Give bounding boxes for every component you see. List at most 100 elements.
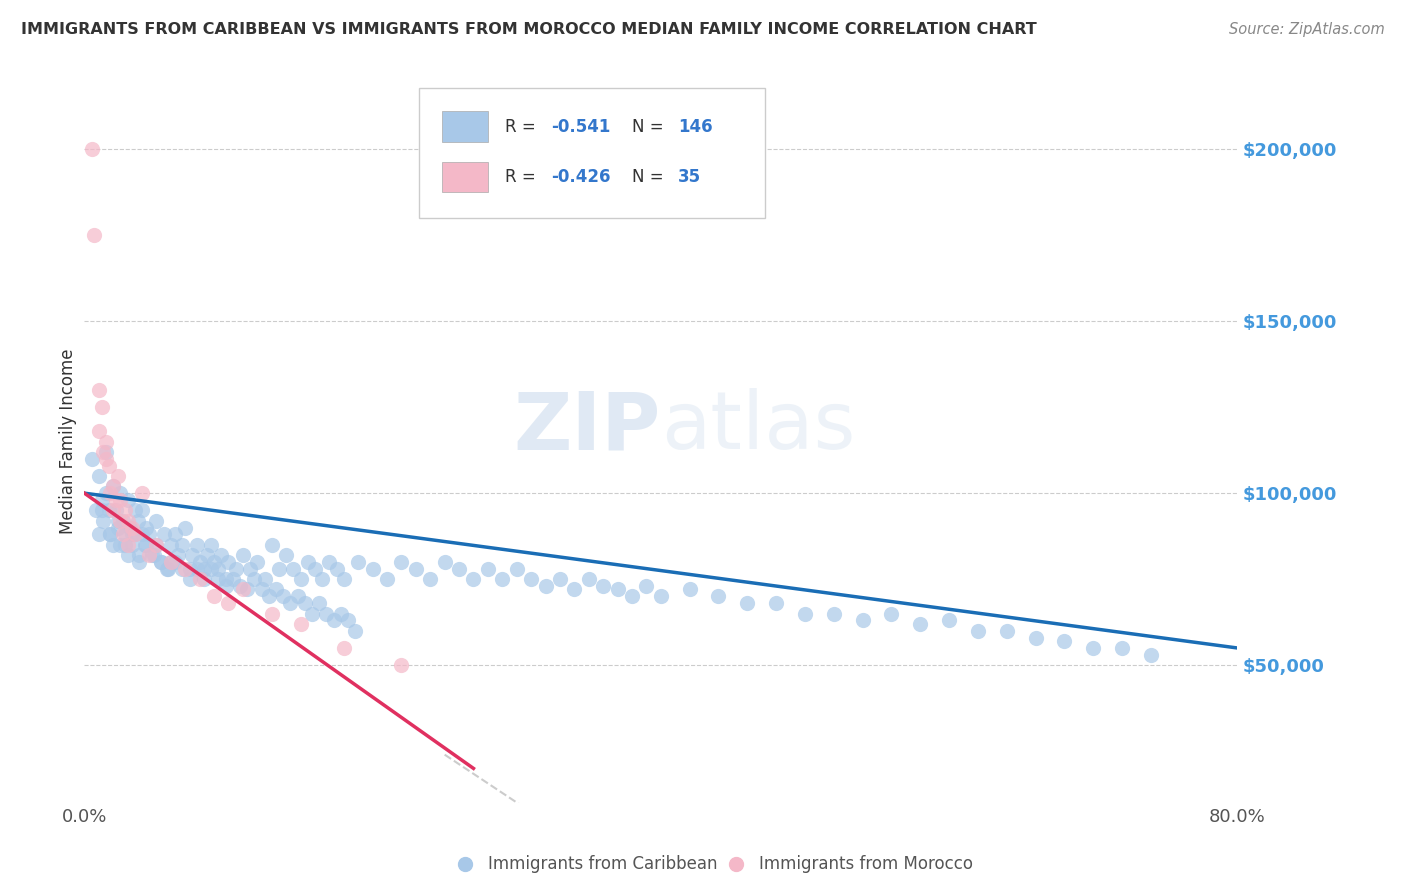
Point bbox=[361, 562, 384, 576]
Point bbox=[135, 520, 157, 534]
Point bbox=[131, 527, 153, 541]
Text: ZIP: ZIP bbox=[513, 388, 661, 467]
Point bbox=[707, 590, 730, 604]
Point bbox=[297, 555, 319, 569]
Point bbox=[333, 640, 356, 655]
FancyBboxPatch shape bbox=[419, 87, 765, 218]
Point bbox=[592, 579, 614, 593]
Point bbox=[90, 503, 112, 517]
Point bbox=[315, 607, 337, 621]
Point bbox=[333, 572, 356, 586]
Point bbox=[246, 555, 269, 569]
Point bbox=[232, 582, 254, 597]
Point bbox=[103, 503, 124, 517]
Point bbox=[110, 493, 132, 508]
Point bbox=[124, 527, 146, 541]
Text: Immigrants from Caribbean: Immigrants from Caribbean bbox=[488, 855, 717, 873]
Point bbox=[322, 614, 344, 628]
Point bbox=[880, 607, 903, 621]
Point bbox=[114, 503, 136, 517]
Point bbox=[794, 607, 817, 621]
Point bbox=[174, 520, 197, 534]
Point bbox=[134, 538, 156, 552]
Point bbox=[98, 527, 121, 541]
Text: R =: R = bbox=[505, 118, 536, 136]
Text: 35: 35 bbox=[678, 168, 702, 186]
Point bbox=[419, 572, 441, 586]
Point bbox=[172, 562, 194, 576]
Point bbox=[188, 555, 211, 569]
Point bbox=[344, 624, 367, 638]
Point bbox=[995, 624, 1018, 638]
Point bbox=[375, 572, 398, 586]
Point bbox=[765, 596, 787, 610]
Point bbox=[329, 607, 352, 621]
Point bbox=[271, 590, 294, 604]
Point bbox=[1025, 631, 1047, 645]
Point bbox=[260, 538, 283, 552]
Point bbox=[141, 548, 163, 562]
Point bbox=[294, 596, 316, 610]
Point bbox=[578, 572, 600, 586]
Point bbox=[149, 555, 172, 569]
Point bbox=[121, 538, 143, 552]
Point bbox=[938, 614, 960, 628]
Point bbox=[679, 582, 702, 597]
Point bbox=[304, 562, 326, 576]
Point bbox=[103, 538, 124, 552]
Point bbox=[142, 548, 165, 562]
Point bbox=[160, 555, 183, 569]
Point bbox=[103, 479, 124, 493]
Point bbox=[138, 548, 160, 562]
Point bbox=[564, 582, 586, 597]
Point bbox=[308, 596, 330, 610]
Point bbox=[264, 582, 287, 597]
Point bbox=[193, 562, 215, 576]
Point bbox=[107, 514, 129, 528]
Point bbox=[94, 486, 117, 500]
Point bbox=[506, 562, 529, 576]
Point bbox=[200, 562, 222, 576]
Point bbox=[207, 562, 229, 576]
Point bbox=[243, 572, 266, 586]
Point bbox=[534, 579, 557, 593]
Point bbox=[127, 514, 149, 528]
Point bbox=[852, 614, 875, 628]
Point bbox=[138, 527, 160, 541]
Point bbox=[463, 572, 485, 586]
Point bbox=[477, 562, 499, 576]
Point bbox=[260, 607, 283, 621]
Point bbox=[405, 562, 427, 576]
Point bbox=[98, 527, 121, 541]
Point bbox=[105, 503, 128, 517]
Point bbox=[222, 572, 245, 586]
Point bbox=[887, 830, 910, 845]
Point bbox=[152, 527, 174, 541]
Text: 146: 146 bbox=[678, 118, 713, 136]
Point bbox=[128, 548, 150, 562]
Point bbox=[202, 590, 225, 604]
Point bbox=[98, 486, 121, 500]
Point bbox=[145, 514, 167, 528]
Point bbox=[267, 562, 290, 576]
Point bbox=[114, 527, 136, 541]
Point bbox=[97, 503, 120, 517]
Point bbox=[287, 590, 309, 604]
Point bbox=[105, 493, 128, 508]
Point bbox=[283, 562, 305, 576]
Point bbox=[167, 548, 190, 562]
Point bbox=[112, 514, 135, 528]
Point bbox=[253, 572, 276, 586]
Point bbox=[650, 590, 672, 604]
Point bbox=[606, 582, 628, 597]
Point bbox=[131, 486, 153, 500]
Point bbox=[165, 527, 187, 541]
Point bbox=[325, 562, 347, 576]
Point bbox=[214, 572, 236, 586]
Text: N =: N = bbox=[633, 118, 664, 136]
Point bbox=[103, 479, 124, 493]
Point bbox=[290, 572, 312, 586]
Point bbox=[117, 538, 139, 552]
Point bbox=[121, 520, 143, 534]
Point bbox=[172, 538, 194, 552]
